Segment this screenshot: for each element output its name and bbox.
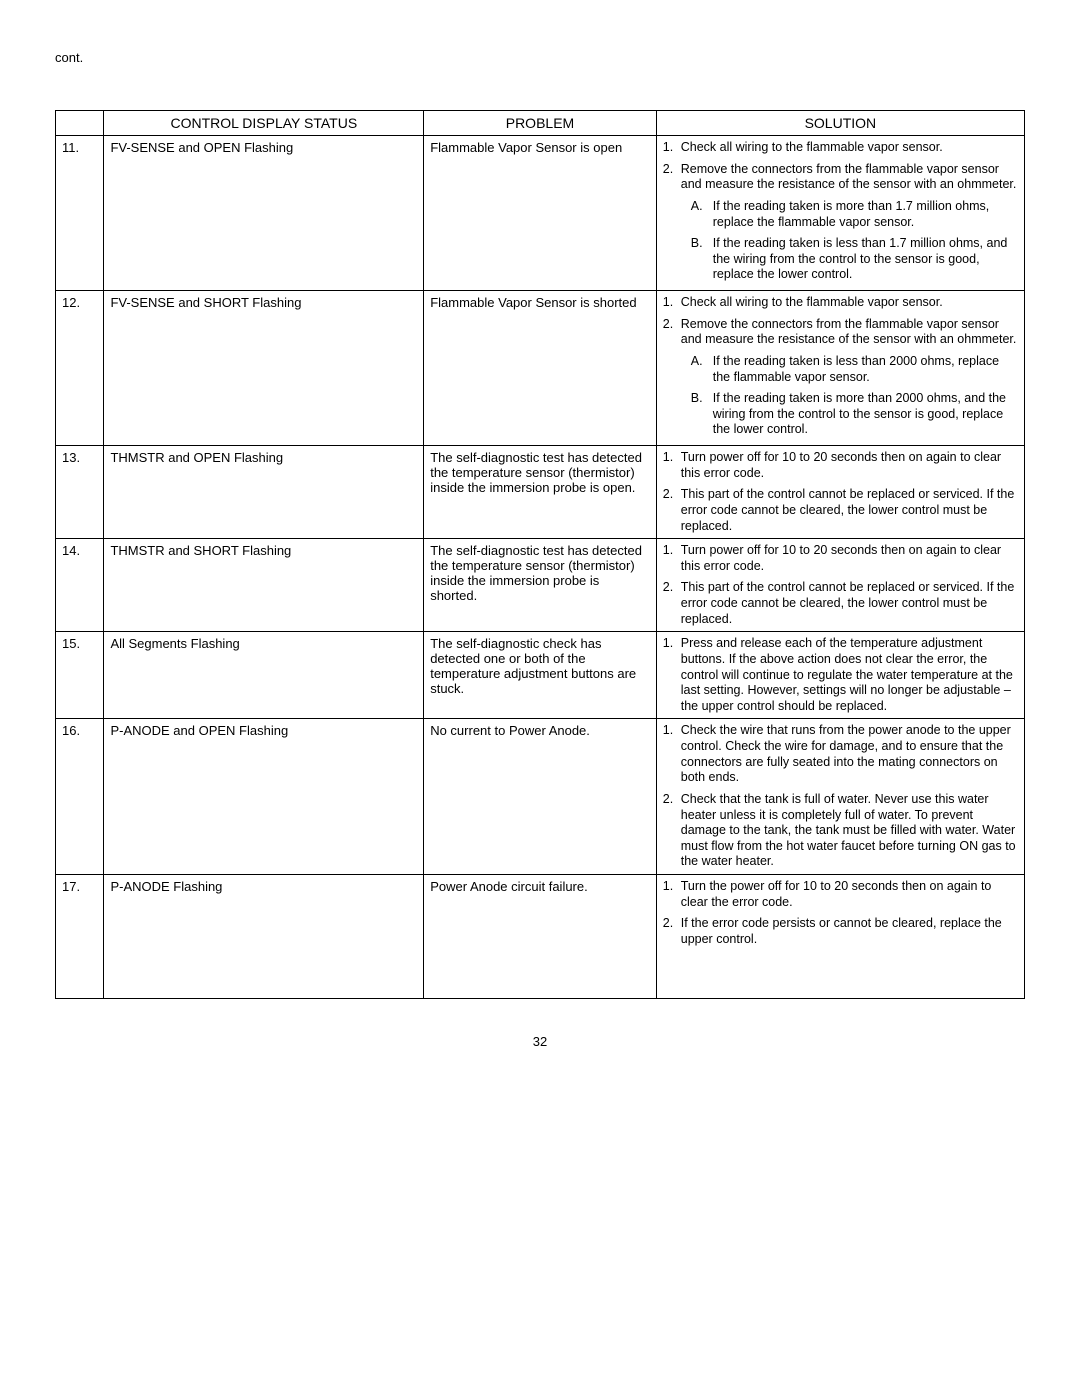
problem-text: No current to Power Anode. bbox=[424, 719, 657, 875]
solution-number: 2. bbox=[663, 487, 681, 534]
control-display-status: All Segments Flashing bbox=[104, 632, 424, 719]
solution-number: 1. bbox=[663, 295, 681, 311]
solution-cell: 1.Turn power off for 10 to 20 seconds th… bbox=[656, 539, 1024, 632]
solution-number: 1. bbox=[663, 543, 681, 574]
solution-number: 1. bbox=[663, 879, 681, 910]
solution-item: 2.Check that the tank is full of water. … bbox=[663, 792, 1018, 870]
control-display-status: THMSTR and SHORT Flashing bbox=[104, 539, 424, 632]
table-row: 12.FV-SENSE and SHORT FlashingFlammable … bbox=[56, 291, 1025, 446]
solution-text: This part of the control cannot be repla… bbox=[681, 487, 1018, 534]
solution-item: 2.This part of the control cannot be rep… bbox=[663, 487, 1018, 534]
solution-sub-item: B.If the reading taken is more than 2000… bbox=[681, 391, 1018, 438]
header-solution: SOLUTION bbox=[656, 111, 1024, 136]
solution-text: Remove the connectors from the flammable… bbox=[681, 317, 1018, 441]
solution-sub-item: A.If the reading taken is more than 1.7 … bbox=[681, 199, 1018, 230]
solution-text: Check that the tank is full of water. Ne… bbox=[681, 792, 1018, 870]
solution-number: 1. bbox=[663, 636, 681, 714]
solution-cell: 1.Check all wiring to the flammable vapo… bbox=[656, 291, 1024, 446]
problem-text: Power Anode circuit failure. bbox=[424, 875, 657, 999]
problem-text: The self-diagnostic check has detected o… bbox=[424, 632, 657, 719]
row-number: 17. bbox=[56, 875, 104, 999]
solution-item: 2.If the error code persists or cannot b… bbox=[663, 916, 1018, 947]
row-number: 14. bbox=[56, 539, 104, 632]
header-status: CONTROL DISPLAY STATUS bbox=[104, 111, 424, 136]
row-number: 11. bbox=[56, 136, 104, 291]
solution-text: Turn power off for 10 to 20 seconds then… bbox=[681, 450, 1018, 481]
solution-cell: 1.Turn the power off for 10 to 20 second… bbox=[656, 875, 1024, 999]
control-display-status: FV-SENSE and SHORT Flashing bbox=[104, 291, 424, 446]
cont-label: cont. bbox=[55, 50, 1025, 65]
problem-text: The self-diagnostic test has detected th… bbox=[424, 446, 657, 539]
troubleshoot-table: CONTROL DISPLAY STATUS PROBLEM SOLUTION … bbox=[55, 110, 1025, 999]
row-number: 12. bbox=[56, 291, 104, 446]
table-row: 15.All Segments FlashingThe self-diagnos… bbox=[56, 632, 1025, 719]
solution-item: 1.Turn power off for 10 to 20 seconds th… bbox=[663, 543, 1018, 574]
table-header-row: CONTROL DISPLAY STATUS PROBLEM SOLUTION bbox=[56, 111, 1025, 136]
table-row: 16.P-ANODE and OPEN FlashingNo current t… bbox=[56, 719, 1025, 875]
solution-item: 2.Remove the connectors from the flammab… bbox=[663, 317, 1018, 441]
sub-letter: B. bbox=[691, 236, 713, 283]
solution-text: Press and release each of the temperatur… bbox=[681, 636, 1018, 714]
solution-text: Check all wiring to the flammable vapor … bbox=[681, 140, 1018, 156]
solution-number: 2. bbox=[663, 162, 681, 286]
solution-text: Check all wiring to the flammable vapor … bbox=[681, 295, 1018, 311]
solution-item: 1.Check the wire that runs from the powe… bbox=[663, 723, 1018, 786]
control-display-status: P-ANODE and OPEN Flashing bbox=[104, 719, 424, 875]
sub-letter: B. bbox=[691, 391, 713, 438]
sub-text: If the reading taken is more than 1.7 mi… bbox=[713, 199, 1018, 230]
control-display-status: THMSTR and OPEN Flashing bbox=[104, 446, 424, 539]
solution-text: Turn power off for 10 to 20 seconds then… bbox=[681, 543, 1018, 574]
header-problem: PROBLEM bbox=[424, 111, 657, 136]
solution-number: 2. bbox=[663, 580, 681, 627]
table-row: 13.THMSTR and OPEN FlashingThe self-diag… bbox=[56, 446, 1025, 539]
solution-number: 1. bbox=[663, 450, 681, 481]
control-display-status: FV-SENSE and OPEN Flashing bbox=[104, 136, 424, 291]
problem-text: The self-diagnostic test has detected th… bbox=[424, 539, 657, 632]
solution-sub-item: A.If the reading taken is less than 2000… bbox=[681, 354, 1018, 385]
solution-text: If the error code persists or cannot be … bbox=[681, 916, 1018, 947]
sub-letter: A. bbox=[691, 354, 713, 385]
solution-item: 1.Turn the power off for 10 to 20 second… bbox=[663, 879, 1018, 910]
solution-number: 2. bbox=[663, 792, 681, 870]
solution-item: 1.Check all wiring to the flammable vapo… bbox=[663, 140, 1018, 156]
table-row: 17.P-ANODE FlashingPower Anode circuit f… bbox=[56, 875, 1025, 999]
solution-number: 1. bbox=[663, 140, 681, 156]
sub-text: If the reading taken is less than 1.7 mi… bbox=[713, 236, 1018, 283]
solution-item: 1.Check all wiring to the flammable vapo… bbox=[663, 295, 1018, 311]
solution-number: 2. bbox=[663, 317, 681, 441]
problem-text: Flammable Vapor Sensor is open bbox=[424, 136, 657, 291]
solution-cell: 1.Press and release each of the temperat… bbox=[656, 632, 1024, 719]
solution-cell: 1.Check the wire that runs from the powe… bbox=[656, 719, 1024, 875]
solution-text: Turn the power off for 10 to 20 seconds … bbox=[681, 879, 1018, 910]
solution-sub-item: B.If the reading taken is less than 1.7 … bbox=[681, 236, 1018, 283]
sub-letter: A. bbox=[691, 199, 713, 230]
solution-cell: 1.Turn power off for 10 to 20 seconds th… bbox=[656, 446, 1024, 539]
solution-text: Remove the connectors from the flammable… bbox=[681, 162, 1018, 286]
page-number: 32 bbox=[55, 1034, 1025, 1049]
row-number: 13. bbox=[56, 446, 104, 539]
control-display-status: P-ANODE Flashing bbox=[104, 875, 424, 999]
sub-text: If the reading taken is more than 2000 o… bbox=[713, 391, 1018, 438]
solution-number: 2. bbox=[663, 916, 681, 947]
solution-item: 2.This part of the control cannot be rep… bbox=[663, 580, 1018, 627]
solution-cell: 1.Check all wiring to the flammable vapo… bbox=[656, 136, 1024, 291]
solution-number: 1. bbox=[663, 723, 681, 786]
solution-text: This part of the control cannot be repla… bbox=[681, 580, 1018, 627]
sub-text: If the reading taken is less than 2000 o… bbox=[713, 354, 1018, 385]
problem-text: Flammable Vapor Sensor is shorted bbox=[424, 291, 657, 446]
solution-item: 2.Remove the connectors from the flammab… bbox=[663, 162, 1018, 286]
row-number: 15. bbox=[56, 632, 104, 719]
row-number: 16. bbox=[56, 719, 104, 875]
header-blank bbox=[56, 111, 104, 136]
solution-item: 1.Press and release each of the temperat… bbox=[663, 636, 1018, 714]
solution-item: 1.Turn power off for 10 to 20 seconds th… bbox=[663, 450, 1018, 481]
table-row: 11.FV-SENSE and OPEN FlashingFlammable V… bbox=[56, 136, 1025, 291]
table-row: 14.THMSTR and SHORT FlashingThe self-dia… bbox=[56, 539, 1025, 632]
solution-text: Check the wire that runs from the power … bbox=[681, 723, 1018, 786]
